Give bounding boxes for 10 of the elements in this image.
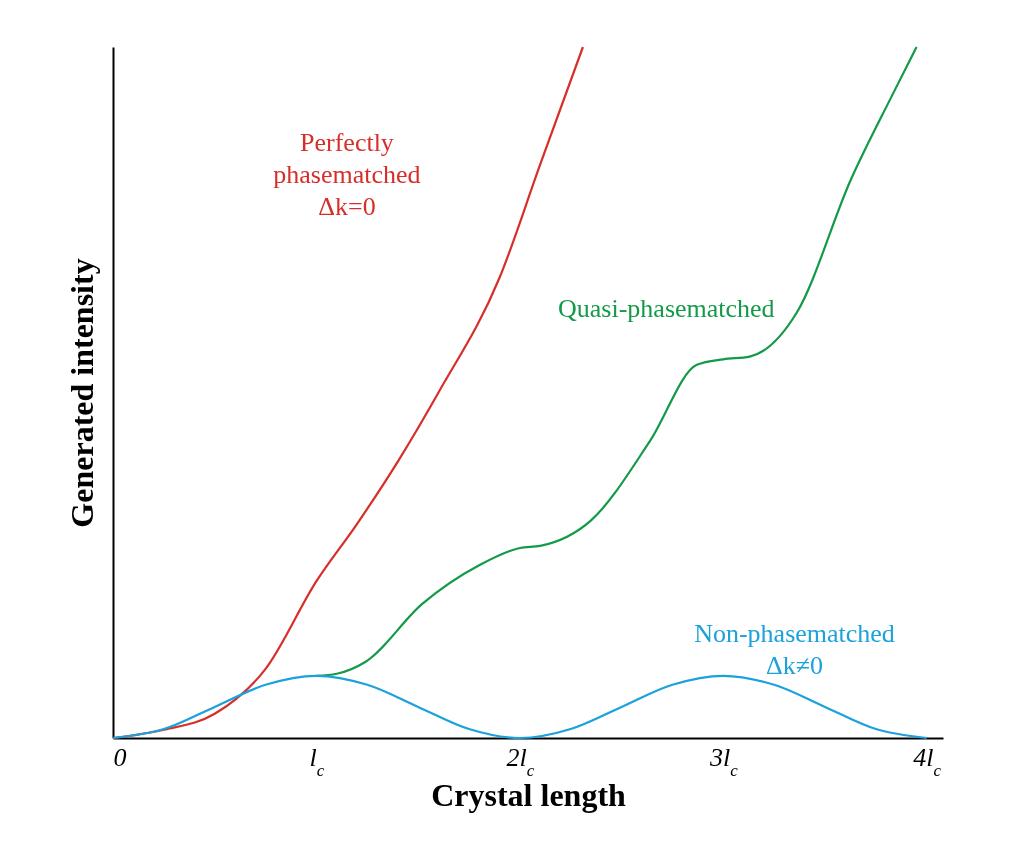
- x-tick-label: 3l$_{c}$: [708, 742, 739, 779]
- x-tick-label: 4l$_{c}$: [913, 742, 942, 779]
- text: Perfectly phasematched Δk=0: [273, 127, 421, 221]
- y-axis-title: Generated intensity: [63, 258, 100, 528]
- series-label: Quasi-phasematched: [558, 293, 775, 323]
- x-tick-label: l$_{c}$: [309, 742, 325, 779]
- x-tick-label: 2l$_{c}$: [506, 742, 535, 779]
- x-axis-title: Crystal length: [431, 776, 627, 813]
- x-tick-label: 0: [113, 742, 127, 772]
- series-label: Non-phasematched Δk≠0: [694, 618, 895, 680]
